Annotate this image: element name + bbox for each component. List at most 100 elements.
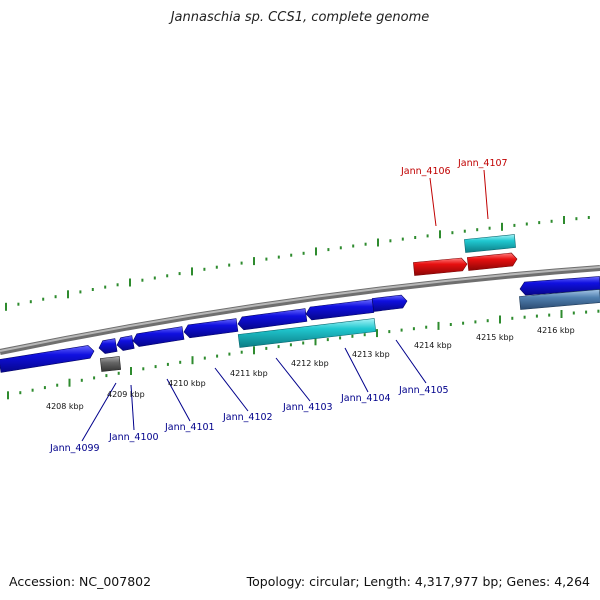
minor-tick [302, 251, 305, 255]
gene-blue-feature[interactable] [519, 276, 600, 296]
minor-tick [400, 328, 403, 332]
minor-tick [289, 343, 292, 347]
minor-tick [572, 311, 575, 315]
minor-tick [265, 257, 268, 261]
minor-tick [104, 285, 107, 289]
gene-steel-feature[interactable] [519, 289, 600, 310]
gene-features [0, 234, 600, 373]
minor-tick [216, 354, 219, 358]
minor-tick [451, 231, 454, 235]
gene-label[interactable]: Jann_4105 [398, 385, 449, 396]
gene-blue-feature[interactable] [0, 345, 95, 373]
gene-labels: Jann_4099 Jann_4100 Jann_4101 Jann_4102 … [49, 158, 508, 454]
minor-tick [462, 321, 465, 325]
gene-label[interactable]: Jann_4103 [282, 402, 333, 413]
kbp-label: 4211 kbp [230, 369, 268, 378]
minor-tick [203, 267, 206, 271]
kbp-label: 4213 kbp [352, 350, 390, 359]
minor-tick [339, 336, 342, 340]
gene-gray-feature[interactable] [99, 356, 122, 372]
minor-tick [179, 360, 182, 364]
gene-label[interactable]: Jann_4099 [49, 443, 100, 454]
minor-tick [486, 319, 489, 323]
minor-tick [511, 316, 514, 320]
forward-strand-ticks [5, 216, 590, 311]
accession-text: Accession: NC_007802 [9, 574, 152, 589]
gene-label[interactable]: Jann_4104 [340, 393, 391, 404]
gene-blue-feature[interactable] [132, 326, 185, 347]
leader-line [429, 177, 437, 227]
position-labels: 4208 kbp 4209 kbp 4210 kbp 4211 kbp 4212… [46, 326, 575, 411]
gene-label[interactable]: Jann_4101 [164, 422, 215, 433]
leader-line [81, 382, 117, 442]
kbp-label: 4212 kbp [291, 359, 329, 368]
minor-tick [538, 221, 541, 225]
minor-tick [414, 236, 417, 239]
minor-tick [277, 345, 280, 349]
gene-cyan-feature[interactable] [237, 318, 377, 348]
gene-label[interactable]: Jann_4107 [457, 158, 508, 169]
gene-red-feature[interactable] [413, 257, 468, 276]
minor-tick [513, 223, 516, 227]
minor-tick [166, 274, 169, 278]
minor-tick [117, 371, 120, 375]
gene-label[interactable]: Jann_4100 [108, 432, 159, 443]
minor-tick [401, 237, 404, 241]
gene-blue-feature[interactable] [371, 294, 408, 312]
minor-tick [42, 297, 45, 301]
minor-tick [228, 352, 231, 356]
gene-blue-feature[interactable] [116, 335, 135, 351]
minor-tick [548, 313, 551, 317]
minor-tick [474, 320, 477, 324]
gene-cyan-feature[interactable] [464, 234, 516, 253]
major-tick [191, 356, 194, 365]
leader-line [483, 169, 489, 220]
minor-tick [302, 341, 305, 345]
reverse-strand-ticks [7, 309, 600, 400]
minor-tick [352, 244, 355, 248]
leader-line [166, 378, 191, 422]
major-tick [563, 216, 565, 224]
leader-line [395, 339, 427, 384]
minor-tick [425, 325, 428, 329]
major-tick [501, 222, 503, 231]
minor-tick [154, 365, 157, 369]
minor-tick [31, 388, 34, 392]
minor-tick [105, 374, 108, 378]
gene-red-feature[interactable] [466, 252, 518, 271]
minor-tick [523, 315, 526, 319]
minor-tick [178, 272, 181, 276]
map-title: Jannaschia sp. CCS1, complete genome [170, 10, 430, 25]
minor-tick [339, 246, 342, 250]
minor-tick [142, 367, 145, 371]
leader-line [214, 367, 249, 412]
minor-tick [326, 338, 329, 342]
gene-blue-feature[interactable] [305, 299, 375, 321]
minor-tick [29, 300, 32, 304]
minor-tick [463, 229, 466, 233]
major-tick [7, 391, 9, 400]
minor-tick [141, 278, 144, 282]
leader-line [130, 384, 135, 431]
gene-blue-feature[interactable] [98, 338, 118, 354]
minor-tick [488, 226, 491, 230]
major-tick [129, 278, 131, 287]
gene-blue-feature[interactable] [237, 308, 308, 331]
major-tick [67, 290, 69, 299]
kbp-label: 4210 kbp [168, 379, 206, 388]
minor-tick [597, 309, 600, 313]
gene-label[interactable]: Jann_4102 [222, 412, 273, 423]
major-tick [315, 247, 317, 256]
gene-blue-feature[interactable] [183, 318, 239, 339]
major-tick [191, 267, 193, 276]
minor-tick [327, 248, 330, 252]
gene-label[interactable]: Jann_4106 [400, 166, 451, 177]
major-tick [130, 367, 132, 375]
minor-tick [525, 222, 528, 226]
minor-tick [550, 219, 553, 223]
minor-tick [240, 350, 243, 354]
minor-tick [265, 346, 268, 350]
minor-tick [56, 383, 59, 387]
major-tick [437, 321, 440, 330]
minor-tick [215, 265, 218, 269]
